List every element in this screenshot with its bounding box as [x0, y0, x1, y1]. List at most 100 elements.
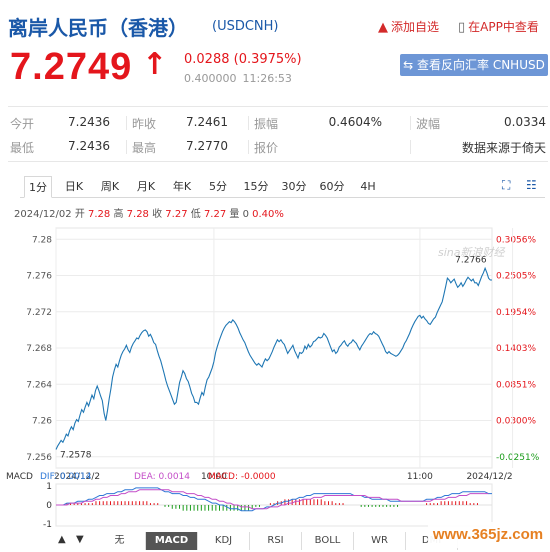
open-in-app-button[interactable]: ▯ 在APP中查看 — [458, 18, 539, 35]
divider — [248, 116, 249, 130]
y-tick-label: 7.264 — [26, 380, 52, 390]
tab-daily[interactable]: 日K — [64, 180, 84, 193]
tab-15min[interactable]: 15分 — [243, 180, 269, 193]
fullscreen-icon[interactable]: ⛶ — [502, 178, 511, 192]
y-tick-label: 7.268 — [26, 344, 52, 354]
y-tick-label-pct: 0.1954% — [496, 308, 536, 318]
quote-time: 11:26:53 — [242, 72, 292, 85]
x-tick-label: 2024/12/2 — [466, 472, 512, 482]
price-row: 7.2749 ↑ 0.0288 (0.3975%) 0.400000 11:26:… — [8, 44, 548, 94]
indicator-tabs: 无 MACD KDJ RSI BOLL WR DMI — [46, 532, 546, 550]
tab-indicator-rsi[interactable]: RSI — [250, 532, 302, 550]
tab-1min[interactable]: 1分 — [24, 176, 52, 198]
add-favorite-label: 添加自选 — [391, 20, 440, 34]
step-down-button[interactable]: ▼ — [76, 534, 84, 545]
divider — [126, 116, 127, 130]
chart-watermark: sina新浪财经 — [438, 246, 505, 259]
stat-label: 最低 — [10, 141, 35, 155]
min-price-label: 7.2578 — [60, 451, 92, 461]
tab-indicator-kdj[interactable]: KDJ — [198, 532, 250, 550]
stat-label: 昨收 — [132, 117, 157, 131]
tab-yearly[interactable]: 年K — [172, 180, 192, 193]
open-in-app-label: 在APP中查看 — [468, 20, 539, 34]
x-tick-label: 11:00 — [407, 472, 433, 482]
macd-y-tick: -1 — [43, 520, 52, 530]
add-favorite-button[interactable]: ▲ 添加自选 — [378, 18, 439, 35]
tab-monthly[interactable]: 月K — [136, 180, 156, 193]
y-tick-label-pct: -0.0251% — [496, 453, 540, 463]
stat-label: 波幅 — [416, 117, 441, 131]
phone-icon: ▯ — [458, 20, 466, 35]
macd-value-label: MACD: -0.0000 — [208, 472, 276, 482]
stats-row-2: 最低 7.2436 最高 7.2770 报价 数据来源于倚天 — [8, 135, 548, 159]
macd-dif-label: DIF: 0.0014 — [40, 472, 92, 482]
stat-label: 振幅 — [254, 117, 279, 131]
y-tick-label-pct: 0.0300% — [496, 417, 536, 427]
macd-dea-line — [56, 489, 489, 510]
price-line — [55, 266, 492, 450]
tab-indicator-none[interactable]: 无 — [94, 532, 146, 550]
stat-value: 7.2436 — [68, 139, 110, 153]
ohlc-close: 7.27 — [165, 209, 188, 220]
stat-label: 今开 — [10, 117, 35, 131]
ohlc-close-label: 收 — [152, 209, 163, 220]
ohlc-high-label: 高 — [113, 209, 124, 220]
ohlc-high: 7.28 — [126, 209, 149, 220]
divider — [126, 140, 127, 154]
divider — [410, 140, 411, 154]
stat-value: 0.0334 — [504, 115, 546, 129]
tab-weekly[interactable]: 周K — [100, 180, 120, 193]
divider — [248, 140, 249, 154]
stat-value: 7.2461 — [186, 115, 228, 129]
stat-value: 7.2770 — [186, 139, 228, 153]
y-tick-label-pct: 0.1403% — [496, 344, 536, 354]
current-price: 7.2749 — [10, 46, 133, 88]
price-chart[interactable]: 7.28 0.3056% 7.276 0.2505% 7.272 0.1954% 7.268… — [0, 220, 550, 532]
tab-indicator-macd[interactable]: MACD — [146, 532, 198, 550]
up-arrow-icon: ↑ — [142, 47, 168, 82]
title-row: 离岸人民币（香港） (USDCNH) ▲ 添加自选 ▯ 在APP中查看 — [8, 8, 548, 40]
macd-dea-label: DEA: 0.0014 — [134, 472, 190, 482]
y-tick-label-pct: 0.2505% — [496, 272, 536, 282]
y-tick-label: 7.28 — [32, 235, 52, 245]
ohlc-pct: 0.40% — [252, 209, 284, 220]
y-tick-label: 7.272 — [26, 308, 52, 318]
ohlc-date: 2024/12/02 — [14, 209, 72, 220]
tab-30min[interactable]: 30分 — [281, 180, 307, 193]
data-source: 数据来源于倚天 — [461, 141, 546, 155]
ohlc-vol-label: 量 — [229, 209, 240, 220]
period-tabs: 1分 日K 周K 月K 年K 5分 15分 30分 60分 4H ⛶ ☷ — [20, 176, 545, 198]
stat-value: 7.2436 — [68, 115, 110, 129]
tab-5min[interactable]: 5分 — [209, 180, 227, 193]
swap-icon: ⇆ — [403, 58, 418, 72]
tab-4h[interactable]: 4H — [360, 180, 376, 193]
ohlc-line: 2024/12/02 开 7.28 高 7.28 收 7.27 低 7.27 量… — [14, 205, 284, 220]
symbol-code: (USDCNH) — [212, 19, 279, 34]
ohlc-low: 7.27 — [203, 209, 227, 220]
page-title: 离岸人民币（香港） — [8, 16, 188, 40]
tab-indicator-wr[interactable]: WR — [354, 532, 406, 550]
price-change: 0.0288 (0.3975%) — [184, 52, 302, 67]
tab-60min[interactable]: 60分 — [319, 180, 345, 193]
sub-value: 0.400000 — [184, 72, 237, 85]
stat-value: 0.4604% — [328, 115, 382, 129]
y-tick-label-pct: 0.3056% — [496, 235, 536, 245]
price-subline: 0.400000 11:26:53 — [184, 72, 292, 85]
reverse-rate-label: 查看反向汇率 CNHUSD — [417, 58, 545, 72]
stat-label: 最高 — [132, 141, 157, 155]
step-up-button[interactable]: ▲ — [58, 534, 66, 545]
tab-indicator-boll[interactable]: BOLL — [302, 532, 354, 550]
y-tick-label: 7.256 — [26, 453, 52, 463]
reverse-rate-button[interactable]: ⇆ 查看反向汇率 CNHUSD — [400, 54, 548, 76]
macd-y-tick: 0 — [46, 501, 52, 511]
stats-table: 今开 7.2436 昨收 7.2461 振幅 0.4604% 波幅 0.0334… — [8, 106, 548, 162]
stats-row-1: 今开 7.2436 昨收 7.2461 振幅 0.4604% 波幅 0.0334 — [8, 111, 548, 135]
ohlc-vol: 0 — [242, 209, 249, 220]
y-tick-label: 7.26 — [32, 417, 52, 427]
x-tick-label: 10:00 — [201, 472, 227, 482]
divider — [410, 116, 411, 130]
plus-icon: ▲ — [378, 20, 388, 35]
ohlc-open-label: 开 — [74, 209, 85, 220]
x-tick-label: 2024/12/2 — [54, 472, 100, 482]
settings-icon[interactable]: ☷ — [526, 178, 537, 192]
